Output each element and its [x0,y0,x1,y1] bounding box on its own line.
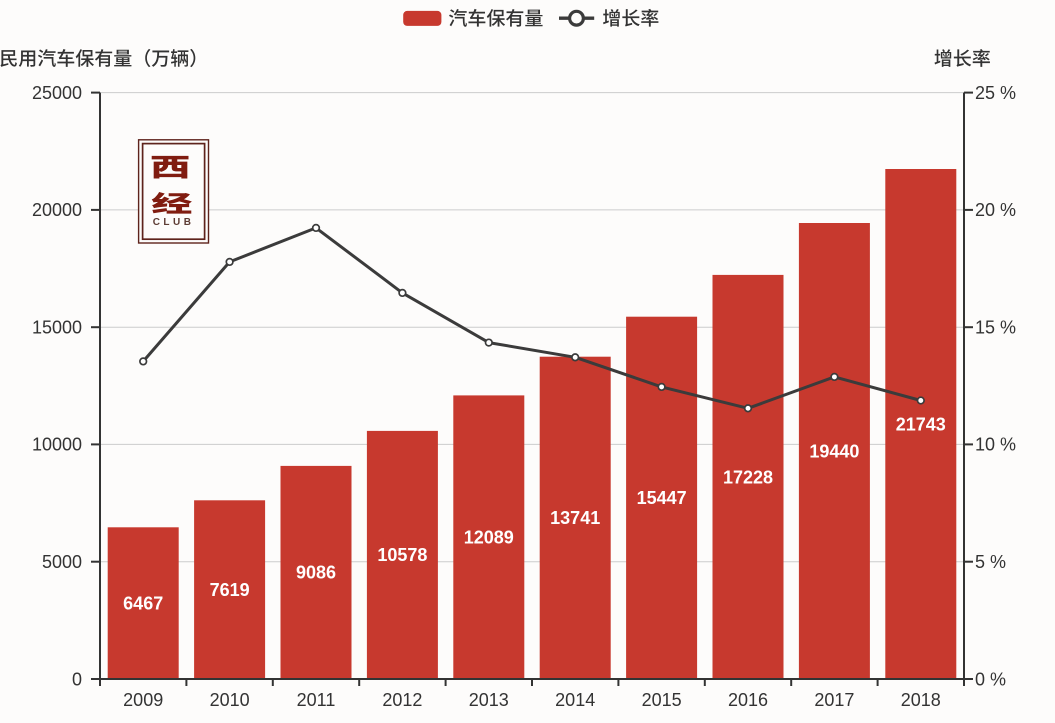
svg-text:5 %: 5 % [975,552,1006,572]
svg-text:2013: 2013 [469,690,509,710]
svg-text:19440: 19440 [809,441,859,461]
svg-text:6467: 6467 [123,594,163,614]
svg-text:2014: 2014 [555,690,595,710]
svg-text:10000: 10000 [32,435,82,455]
svg-text:17228: 17228 [723,467,773,487]
svg-text:25000: 25000 [32,83,82,103]
svg-text:7619: 7619 [210,580,250,600]
svg-text:2016: 2016 [728,690,768,710]
svg-text:5000: 5000 [42,552,82,572]
svg-text:2010: 2010 [210,690,250,710]
svg-text:2018: 2018 [901,690,941,710]
svg-text:CLUB: CLUB [153,217,195,228]
svg-text:25 %: 25 % [975,83,1016,103]
svg-text:2011: 2011 [297,690,336,710]
svg-text:21743: 21743 [896,414,946,434]
svg-text:15447: 15447 [637,488,687,508]
svg-text:13741: 13741 [550,508,600,528]
svg-text:10 %: 10 % [975,435,1016,455]
svg-text:0: 0 [72,669,82,689]
svg-text:9086: 9086 [296,563,336,583]
svg-text:2017: 2017 [814,690,854,710]
svg-text:15000: 15000 [32,318,82,338]
svg-text:0 %: 0 % [975,669,1006,689]
svg-text:10578: 10578 [377,545,427,565]
svg-text:20000: 20000 [32,200,82,220]
svg-text:2009: 2009 [123,690,163,710]
svg-text:12089: 12089 [464,528,514,548]
svg-text:2015: 2015 [642,690,682,710]
svg-text:2012: 2012 [382,690,422,710]
svg-text:15 %: 15 % [975,318,1016,338]
svg-text:20 %: 20 % [975,200,1016,220]
